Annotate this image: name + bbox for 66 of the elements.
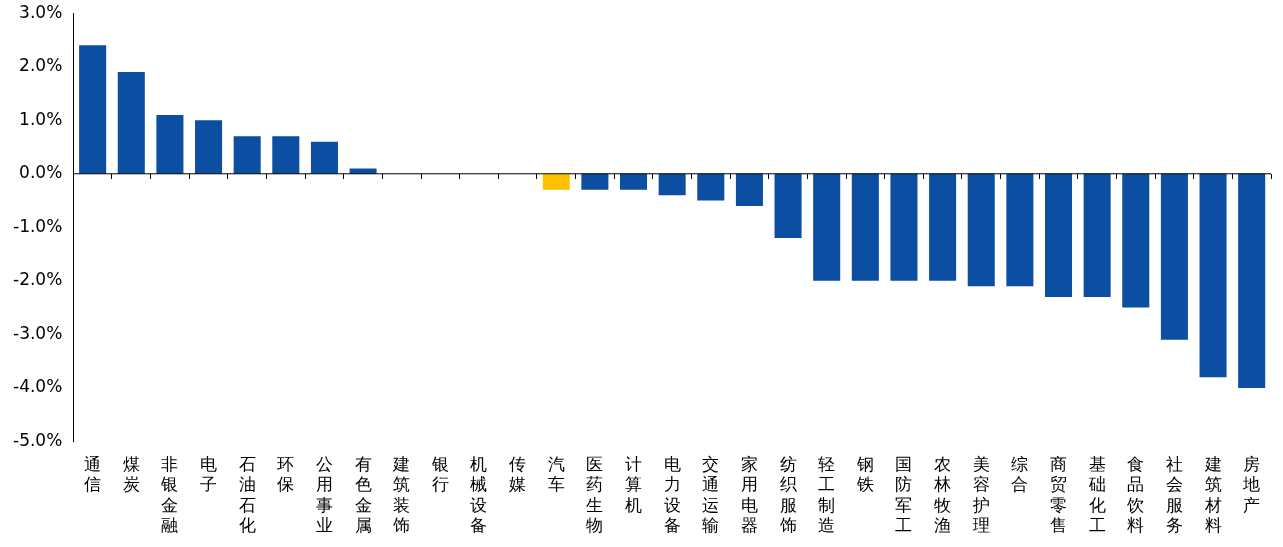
x-tick-label: 综合 [1011,454,1029,495]
x-tick-label: 农林牧渔 [933,454,952,536]
x-tick-label: 建筑材料 [1203,454,1222,536]
bar [1044,173,1073,297]
bar [774,173,802,239]
x-tick-label: 医药生物 [586,454,604,536]
x-tick-label: 食品饮料 [1126,454,1145,536]
y-tick-label: 3.0% [19,1,63,22]
x-tick-label: 公用事业 [315,454,333,536]
bar [272,136,300,174]
bar [156,114,184,174]
x-tick-label: 电子 [200,454,218,495]
bar [1199,173,1227,378]
x-tick-label: 汽车 [547,454,565,495]
bar [233,136,261,174]
x-tick-label: 传媒 [509,454,527,495]
x-tick-label: 交通运输 [702,454,720,536]
x-tick-label: 通信 [84,454,102,495]
y-tick-label: -3.0% [13,322,63,343]
bar [851,173,879,281]
bar [1083,173,1111,297]
x-tick-label: 机械设备 [470,454,488,536]
x-tick-label: 煤炭 [122,454,140,495]
x-tick-label: 纺织服饰 [778,454,797,536]
y-tick-label: -4.0% [13,376,63,397]
bar [735,173,763,206]
bar [658,173,686,196]
x-tick-label: 美容护理 [971,454,990,536]
x-tick-label: 社会服务 [1165,454,1183,536]
bar [1006,173,1034,287]
bar [697,173,725,201]
x-tick-label: 建筑装饰 [392,454,411,536]
x-tick-label: 国防军工 [895,454,913,536]
bar [195,120,223,174]
x-tick-label: 基础化工 [1087,454,1106,536]
x-tick-label: 房地产 [1242,454,1261,515]
y-tick-label: 2.0% [19,55,63,76]
bar [1122,173,1150,308]
x-tick-label: 计算机 [625,454,643,515]
bar [581,173,609,190]
y-tick-label: -5.0% [13,429,63,450]
bar [813,173,841,281]
bar [310,141,338,174]
y-tick-label: 0.0% [19,162,63,183]
y-tick-label: 1.0% [19,108,63,129]
y-tick-label: -2.0% [13,269,63,290]
bar [1238,173,1266,388]
bar [890,173,918,281]
bar [79,45,107,174]
x-tick-label: 银行 [430,454,449,495]
x-tick-label: 商贸零售 [1050,454,1068,536]
x-tick-label: 有色金属 [354,454,372,536]
bar [542,173,570,190]
bar [1160,173,1188,340]
bar [929,173,957,281]
x-tick-label: 环保 [277,454,295,495]
y-tick-label: -1.0% [13,215,63,236]
x-tick-label: 轻工制造 [818,454,836,536]
bar [620,173,648,190]
x-tick-label: 非银金融 [160,454,179,536]
x-tick-label: 电力设备 [663,454,681,536]
x-tick-label: 石油石化 [238,454,256,536]
bar [967,173,995,287]
bar [117,72,145,174]
x-tick-label: 家用电器 [740,454,758,536]
x-tick-label: 钢铁 [855,454,874,495]
